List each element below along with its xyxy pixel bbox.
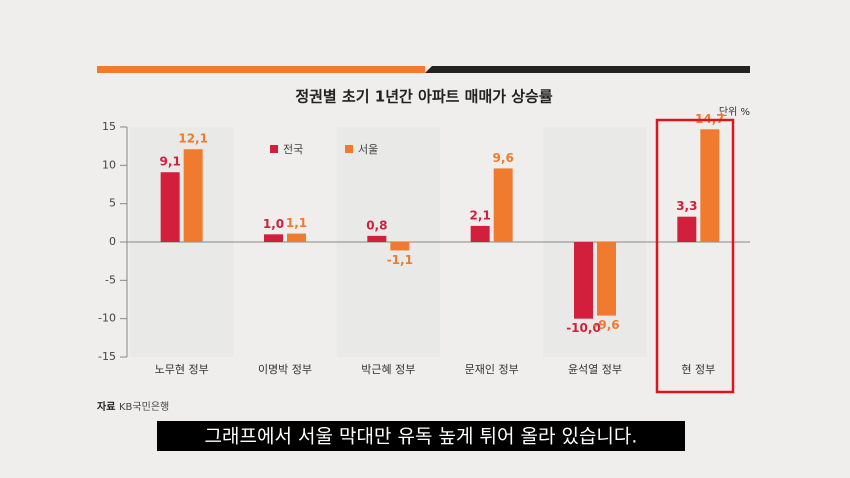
- bar: [160, 172, 180, 242]
- caption-box: [157, 421, 685, 451]
- value-label: 1,1: [286, 216, 307, 230]
- value-label: 12,1: [178, 132, 208, 146]
- source: KB국민은행: [119, 401, 169, 413]
- caption: 그래프에서 서울 막대만 유독 높게 튀어 올라 있습니다.: [205, 426, 638, 448]
- bar: [367, 235, 387, 242]
- x-tick-label: 노무현 정부: [155, 363, 209, 376]
- value-label: -9,6: [593, 318, 619, 332]
- legend-swatch: [345, 145, 353, 153]
- y-tick-label: 0: [109, 235, 116, 248]
- top-bar-dark: [425, 66, 750, 73]
- value-label: 0,8: [366, 218, 387, 232]
- bar: [390, 242, 410, 251]
- value-label: -10,0: [566, 321, 601, 335]
- y-tick-label: 5: [109, 197, 116, 210]
- plot: 15 10 5 0 -5 -10 -15 노무현 정부 9,1 12,1 이명박 정부 1,0 1,1 박…: [98, 112, 750, 376]
- y-tick-label: 15: [102, 120, 116, 133]
- x-tick-label: 이명박 정부: [258, 363, 312, 376]
- bar: [700, 129, 720, 242]
- bar: [470, 225, 490, 242]
- chart-title: 정권별 초기 1년간 아파트 매매가 상승률: [295, 88, 553, 106]
- bar: [597, 242, 616, 316]
- bar: [287, 233, 306, 242]
- legend-label: 전국: [283, 143, 303, 156]
- bar: [264, 234, 283, 242]
- y-tick-label: -15: [98, 350, 116, 363]
- x-tick-label: 윤석열 정부: [568, 363, 622, 376]
- x-tick-label: 현 정부: [681, 363, 715, 376]
- y-tick-label: 10: [102, 158, 116, 171]
- bar: [677, 216, 697, 242]
- y-tick-label: -10: [98, 312, 116, 325]
- legend-label: 서울: [358, 143, 378, 156]
- x-tick-label: 박근혜 정부: [361, 363, 415, 376]
- bar: [574, 242, 593, 319]
- legend-swatch: [270, 145, 278, 153]
- unit-label: 단위 %: [719, 105, 750, 118]
- bar: [493, 168, 513, 242]
- x-tick-label: 문재인 정부: [465, 363, 519, 376]
- value-label: 3,3: [676, 199, 697, 213]
- value-label: 9,6: [493, 151, 514, 165]
- value-label: 1,0: [263, 217, 284, 231]
- highlight-box: [655, 118, 735, 394]
- bar: [183, 149, 203, 242]
- source-label: 자료: [97, 400, 115, 413]
- y-tick-label: -5: [105, 273, 116, 286]
- value-label: -1,1: [387, 253, 413, 267]
- value-label: 9,1: [160, 155, 181, 169]
- top-bar-orange: [97, 66, 425, 73]
- value-label: 2,1: [470, 208, 491, 222]
